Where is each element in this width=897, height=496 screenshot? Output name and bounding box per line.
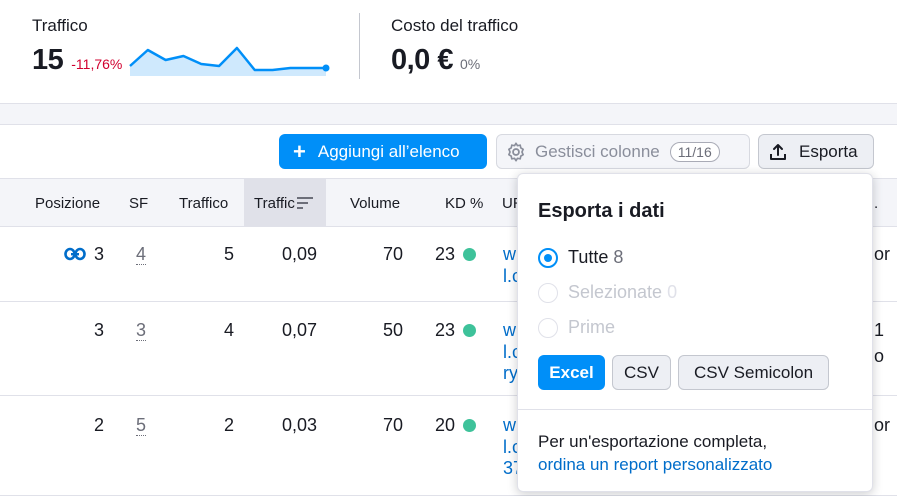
export-label: Esporta — [799, 141, 858, 161]
radio-selected[interactable] — [538, 247, 558, 268]
url-line-1[interactable]: w — [503, 244, 516, 264]
header-traffic-percent[interactable]: Traffic — [254, 195, 295, 212]
kd-cell: 20 — [435, 415, 477, 436]
cost-label: Costo del traffico — [391, 16, 519, 35]
option-all-count: 8 — [613, 247, 624, 267]
excel-button[interactable]: Excel — [538, 355, 605, 390]
traffic-sparkline — [129, 46, 330, 76]
export-button[interactable]: Esporta — [758, 134, 874, 169]
option-all[interactable]: Tutte 8 — [538, 247, 623, 268]
traffic-percent-value: 0,07 — [281, 320, 317, 340]
upload-icon — [770, 143, 786, 160]
kd-cell: 23 — [435, 320, 477, 341]
cost-metric: Costo del traffico 0,0 € 0% — [391, 16, 519, 76]
header-traffic[interactable]: Traffico — [179, 195, 229, 212]
csv-semicolon-button[interactable]: CSV Semicolon — [678, 355, 829, 390]
traffic-value: 4 — [223, 320, 234, 340]
traffic-value: 2 — [223, 415, 234, 435]
sf-count[interactable]: 5 — [136, 415, 147, 436]
header-kd[interactable]: KD % — [445, 195, 484, 212]
option-all-label: Tutte — [568, 247, 609, 267]
last-column-text: or — [874, 415, 891, 435]
url-line-3[interactable]: ry — [503, 363, 518, 383]
export-popup-title: Esporta i dati — [538, 200, 665, 222]
traffic-label: Traffico — [32, 16, 88, 35]
traffic-metric: Traffico 15 -11,76% — [32, 16, 122, 76]
sparkline-line — [129, 46, 326, 72]
add-to-list-button[interactable]: + Aggiungi all’elenco — [279, 134, 487, 169]
gear-icon — [508, 141, 524, 162]
url-line-2[interactable]: l.c — [503, 437, 521, 457]
metrics-card: Traffico 15 -11,76% Costo del traffico 0… — [0, 0, 897, 104]
kd-indicator — [463, 419, 477, 432]
add-to-list-label: Aggiungi all’elenco — [317, 141, 460, 161]
sparkline-end-dot — [322, 64, 330, 72]
kd-value: 23 — [435, 320, 456, 340]
last-column-text: 1 — [874, 320, 885, 340]
last-column-text-2: o — [874, 346, 885, 366]
radio-disabled[interactable] — [538, 317, 558, 338]
popup-divider — [518, 409, 872, 410]
manage-columns-button[interactable]: Gestisci colonne 11/16 — [496, 134, 750, 169]
traffic-value: 15 — [32, 44, 64, 76]
traffic-delta: -11,76% — [71, 56, 123, 72]
volume-value: 70 — [382, 415, 403, 435]
kd-cell: 23 — [435, 244, 477, 265]
url-line-2[interactable]: l.c — [503, 266, 521, 286]
volume-value: 50 — [382, 320, 403, 340]
option-top-label: Prime — [568, 317, 616, 337]
sf-count[interactable]: 3 — [136, 320, 147, 341]
sort-descending-icon[interactable] — [297, 196, 315, 210]
footer-text: Per un'esportazione completa, — [538, 432, 768, 451]
url-line-1[interactable]: w — [503, 320, 516, 340]
url-line-1[interactable]: w — [503, 415, 516, 435]
header-volume[interactable]: Volume — [350, 195, 401, 212]
metric-divider — [359, 13, 360, 79]
popup-footer: Per un'esportazione completa, ordina un … — [538, 430, 772, 476]
section-gap — [0, 104, 897, 124]
option-top[interactable]: Prime — [538, 317, 615, 338]
option-selected-count: 0 — [667, 282, 678, 302]
custom-report-link[interactable]: ordina un report personalizzato — [538, 455, 773, 474]
sparkline-area — [130, 48, 326, 76]
sorted-column-highlight — [244, 179, 326, 228]
kd-value: 23 — [435, 244, 456, 264]
position-value: 3 — [93, 320, 104, 340]
option-selected-label: Selezionate — [568, 282, 663, 302]
cost-delta: 0% — [460, 56, 481, 72]
position-value: 2 — [93, 415, 104, 435]
export-popup: Esporta i dati Tutte 8 Selezionate 0 Pri… — [517, 173, 873, 492]
option-selected[interactable]: Selezionate 0 — [538, 282, 677, 303]
header-last[interactable]: . — [874, 195, 879, 212]
csv-button[interactable]: CSV — [612, 355, 671, 390]
traffic-percent-value: 0,09 — [281, 244, 317, 264]
manage-columns-label: Gestisci colonne — [535, 141, 660, 161]
header-position[interactable]: Posizione — [35, 195, 101, 212]
sf-count[interactable]: 4 — [136, 244, 147, 265]
columns-count-badge: 11/16 — [669, 141, 720, 162]
traffic-value: 5 — [223, 244, 234, 264]
volume-value: 70 — [382, 244, 403, 264]
header-sf[interactable]: SF — [129, 195, 149, 212]
position-value: 3 — [93, 244, 104, 264]
plus-icon: + — [293, 138, 306, 164]
radio-disabled[interactable] — [538, 282, 558, 303]
cost-value: 0,0 € — [391, 44, 454, 76]
last-column-text: or — [874, 244, 891, 264]
kd-indicator — [463, 248, 477, 261]
url-line-2[interactable]: l.c — [503, 342, 521, 362]
link-icon — [64, 247, 86, 261]
traffic-percent-value: 0,03 — [281, 415, 317, 435]
kd-value: 20 — [435, 415, 456, 435]
table-toolbar: + Aggiungi all’elenco Gestisci colonne 1… — [0, 124, 897, 178]
kd-indicator — [463, 324, 477, 337]
